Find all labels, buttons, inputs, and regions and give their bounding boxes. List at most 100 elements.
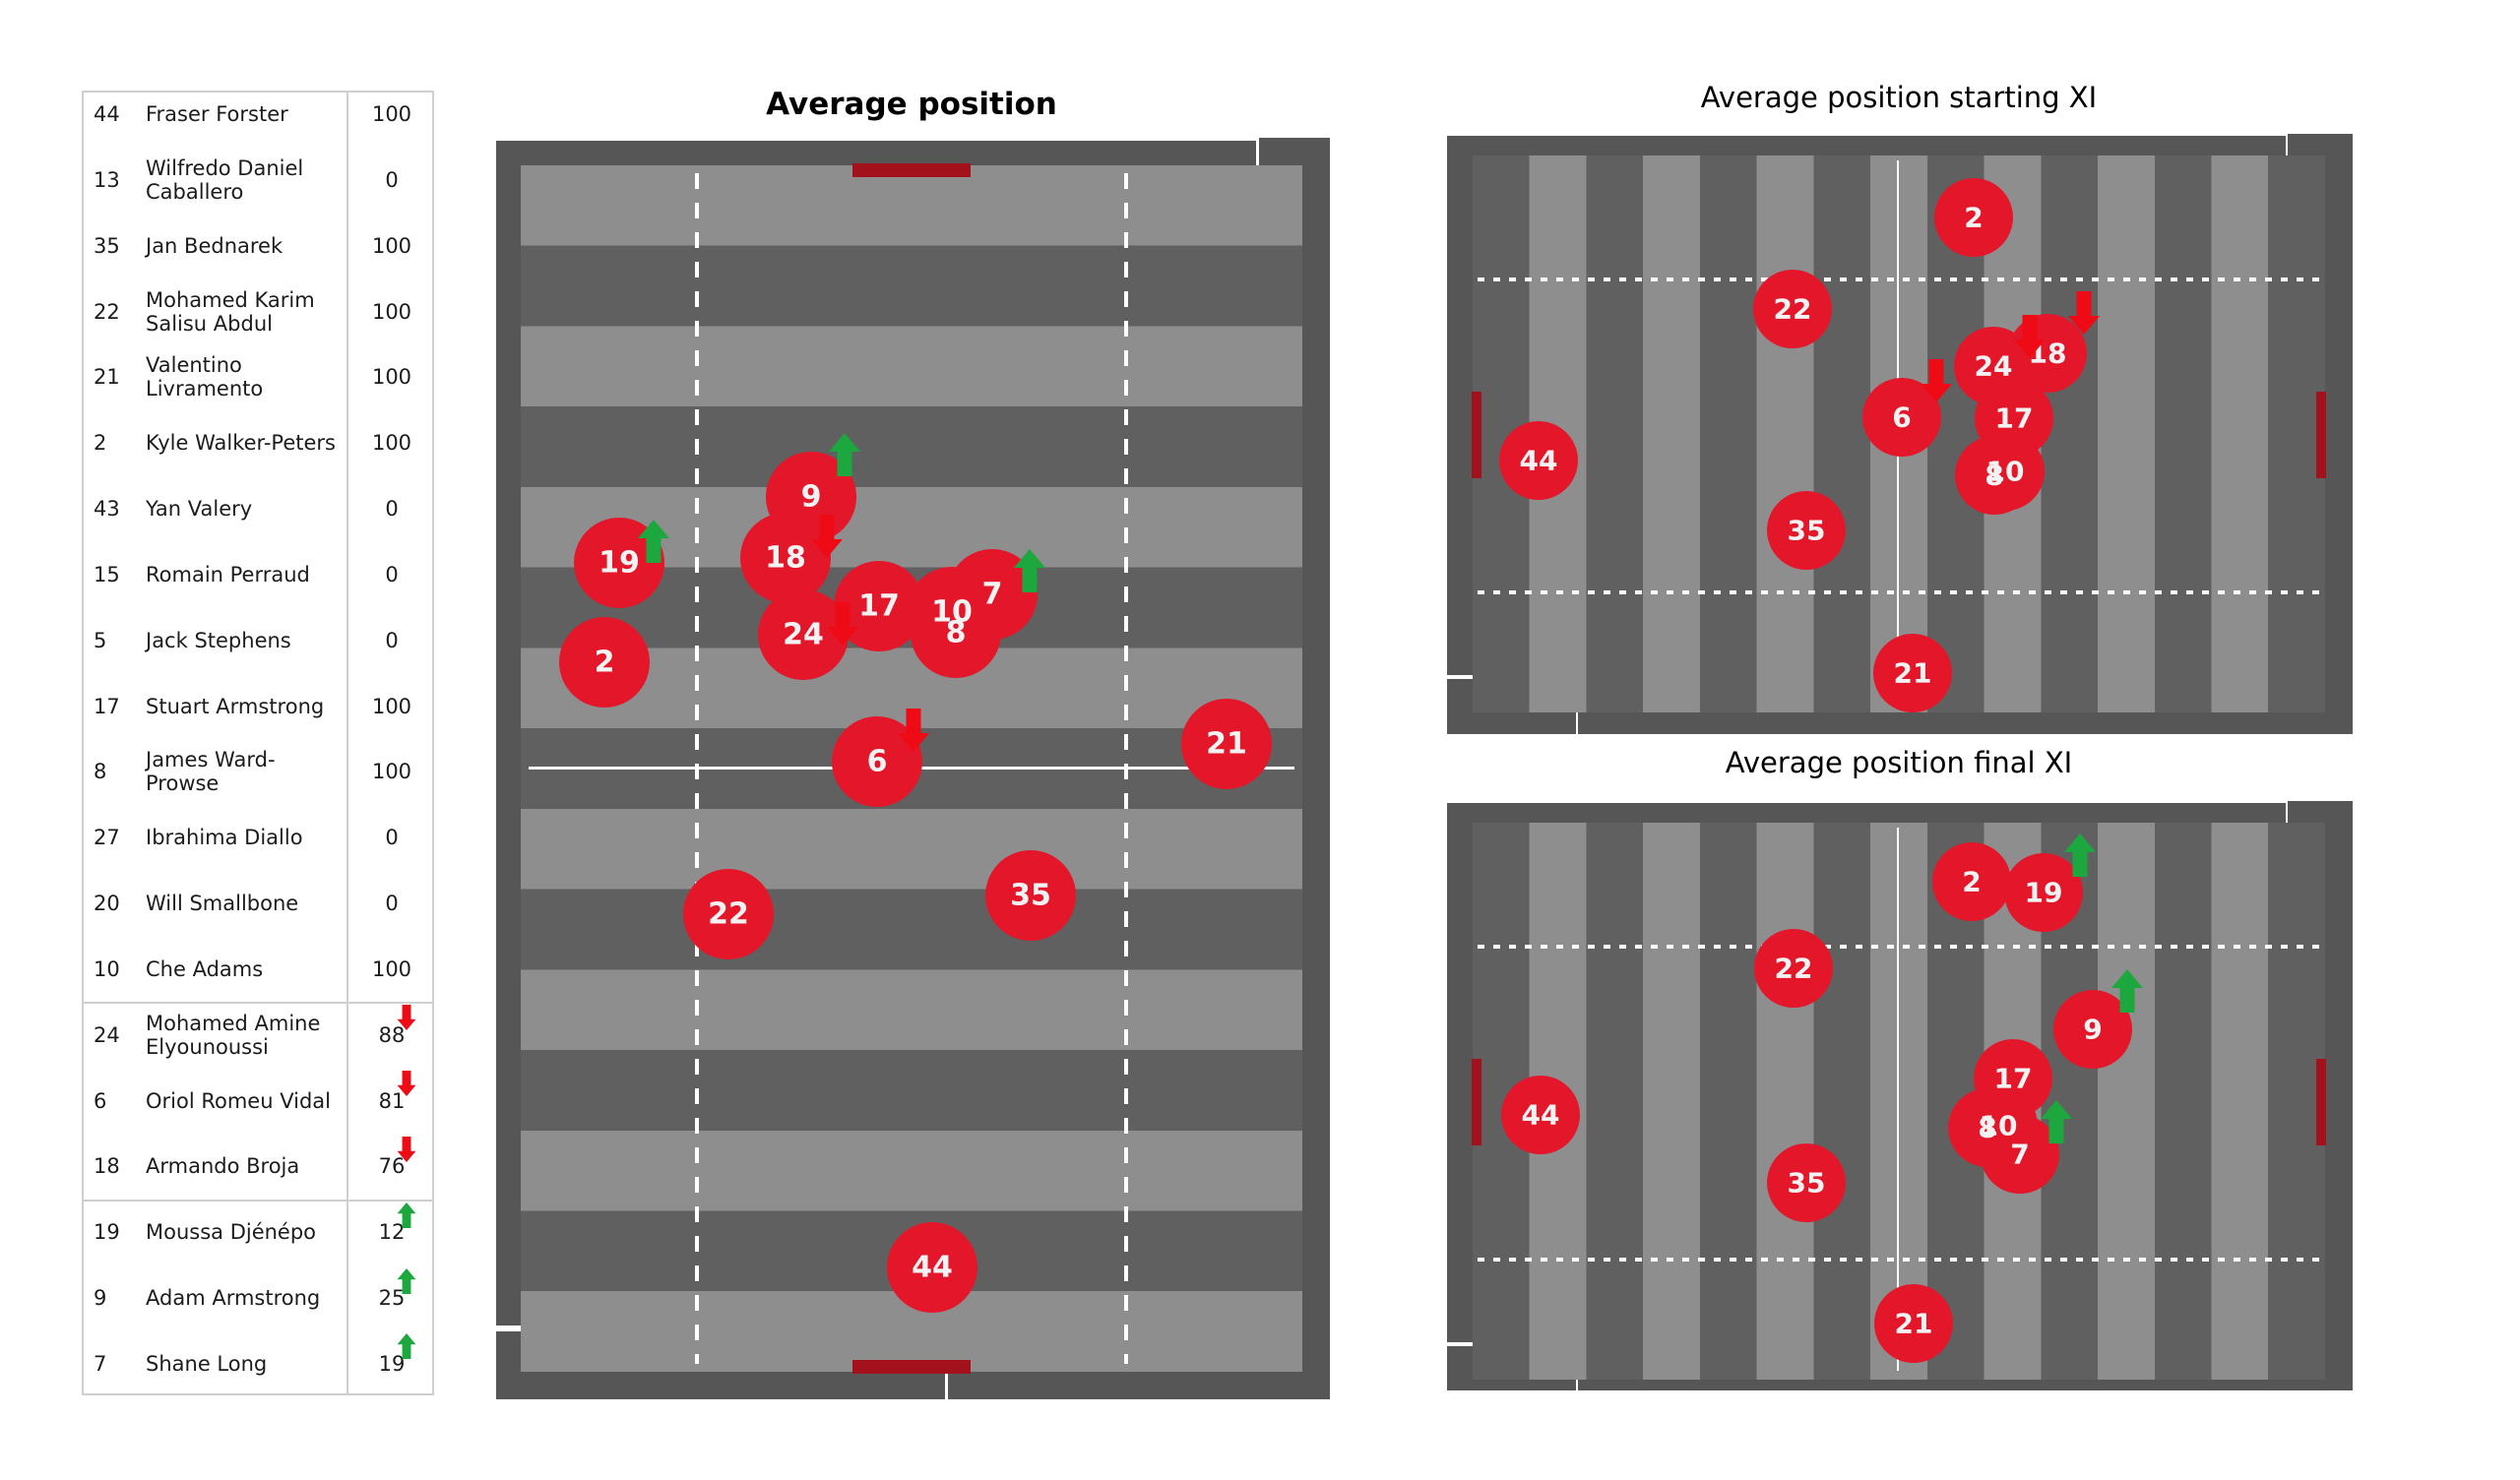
player-marker-label-10: 10 [1979,1109,2018,1142]
minutes-pct-cell: 0 [385,167,399,192]
minutes-pct-cell: 100 [371,299,412,324]
player-name-cell: Ibrahima Diallo [146,826,303,850]
minutes-pct-cell: 76 [378,1154,406,1179]
table-row: 19 Moussa Djénépo 12 [82,1200,434,1265]
table-substitution-arrow-down [397,1071,416,1097]
minutes-pct-cell: 100 [371,233,412,258]
player-marker-label-6: 6 [866,744,888,779]
goal-line-red-bar [852,1360,971,1374]
table-row: 43 Yan Valery 0 [82,476,434,542]
player-name-cell: Stuart Armstrong [146,694,325,718]
minutes-pct-cell: 100 [371,431,412,456]
table-row: 13 Wilfredo Daniel Caballero 0 [82,147,434,213]
player-name-cell: Moussa Djénépo [146,1220,317,1245]
pitch-substitution-arrow-down-24 [827,602,858,646]
player-marker-22 [683,869,774,959]
table-substitution-arrow-up [397,1267,416,1294]
table-row: 20 Will Smallbone 0 [82,871,434,937]
player-name-cell: Jack Stephens [146,628,291,652]
player-name-cell: Mohamed Karim Salisu Abdul [146,287,315,336]
player-marker-label-35: 35 [1787,1166,1826,1200]
player-marker-label-8: 8 [945,615,967,650]
pitch-final-xi: 2 19 22 9 44 35 21 17 8 10 7 [1445,801,2353,1480]
pitch-starting-xi: 2 22 44 35 21 6 24 18 17 8 10 [1445,134,2353,1480]
player-number-cell: 19 [94,1220,120,1245]
minutes-pct-cell: 25 [378,1286,406,1311]
player-marker-label-21: 21 [1206,726,1247,762]
table-row: 17 Stuart Armstrong 100 [82,673,434,739]
table-row: 6 Oriol Romeu Vidal 81 [82,1068,434,1134]
minutes-pct-cell: 88 [378,1022,406,1047]
player-marker-label-24: 24 [783,617,824,652]
goal-line-red-bar [1472,1059,1481,1145]
player-marker-label-17: 17 [1994,401,2034,435]
table-row: 21 Valentino Livramento 100 [82,344,434,410]
player-number-cell: 9 [94,1286,107,1311]
player-number-cell: 5 [94,628,107,652]
table-border-top [82,91,434,92]
player-marker-label-8: 8 [1978,1111,1997,1144]
player-number-cell: 18 [94,1154,120,1179]
minutes-pct-cell: 12 [378,1220,406,1245]
halfway-line [1897,828,1899,1371]
table-substitution-arrow-down [397,1005,416,1031]
player-marker-44 [1501,1076,1580,1154]
player-number-cell: 21 [94,365,120,390]
starting-xi-pitch-title: Average position starting XI [1700,81,2098,114]
penalty-width-dashed-line [1478,945,2320,949]
player-marker-18 [740,513,831,603]
player-marker-label-10: 10 [931,594,973,630]
penalty-width-dashed-line [1478,590,2320,594]
player-number-cell: 8 [94,760,107,784]
minutes-pct-cell: 81 [378,1088,406,1113]
player-number-cell: 10 [94,956,120,981]
player-marker-label-8: 8 [1984,459,2004,492]
player-marker-10 [1966,432,2045,511]
player-marker-label-22: 22 [708,896,749,932]
player-marker-44 [1499,421,1578,500]
player-number-cell: 35 [94,233,120,258]
table-row: 9 Adam Armstrong 25 [82,1265,434,1331]
minutes-pct-cell: 0 [385,826,399,850]
player-marker-label-18: 18 [765,540,806,576]
table-row: 27 Ibrahima Diallo 0 [82,805,434,871]
goal-line-red-bar [852,163,971,177]
player-marker-label-35: 35 [1787,514,1826,547]
player-marker-21 [1874,1284,1953,1363]
player-marker-label-9: 9 [2083,1013,2103,1046]
table-section-divider [82,1199,434,1202]
table-substitution-arrow-up [397,1333,416,1360]
player-name-cell: Shane Long [146,1351,268,1376]
table-section-divider [82,1002,434,1005]
player-marker-35 [985,850,1076,941]
player-marker-label-44: 44 [1519,444,1558,477]
player-marker-label-7: 7 [981,577,1003,612]
table-row: 35 Jan Bednarek 100 [82,213,434,278]
table-row: 22 Mohamed Karim Salisu Abdul 100 [82,278,434,344]
pitch-substitution-arrow-up-9 [829,433,860,476]
player-marker-label-24: 24 [1974,349,2013,383]
minutes-table: 44 Fraser Forster 100 13 Wilfredo Daniel Cab… [82,87,434,1405]
player-marker-24 [758,589,849,680]
player-number-cell: 22 [94,299,120,324]
player-number-cell: 17 [94,694,120,718]
player-number-cell: 43 [94,497,120,522]
player-marker-label-2: 2 [1962,865,1982,898]
minutes-pct-cell: 0 [385,628,399,652]
penalty-width-dashed-line [695,173,699,1364]
table-border-bottom [82,1393,434,1395]
pitch-substitution-arrow-down-24 [2014,315,2046,358]
player-marker-label-17: 17 [1993,1062,2033,1095]
table-border-right [432,91,434,1395]
player-name-cell: Romain Perraud [146,562,310,586]
player-marker-22 [1754,929,1833,1008]
player-name-cell: Che Adams [146,956,264,981]
pitch-substitution-arrow-down-18 [811,515,843,558]
pitch-substitution-arrow-down-6 [1921,359,1952,402]
player-marker-35 [1767,1143,1846,1222]
player-name-cell: Valentino Livramento [146,353,264,401]
player-marker-label-2: 2 [1964,201,1984,234]
player-name-cell: Yan Valery [146,497,253,522]
goal-line-red-bar [1472,392,1481,478]
